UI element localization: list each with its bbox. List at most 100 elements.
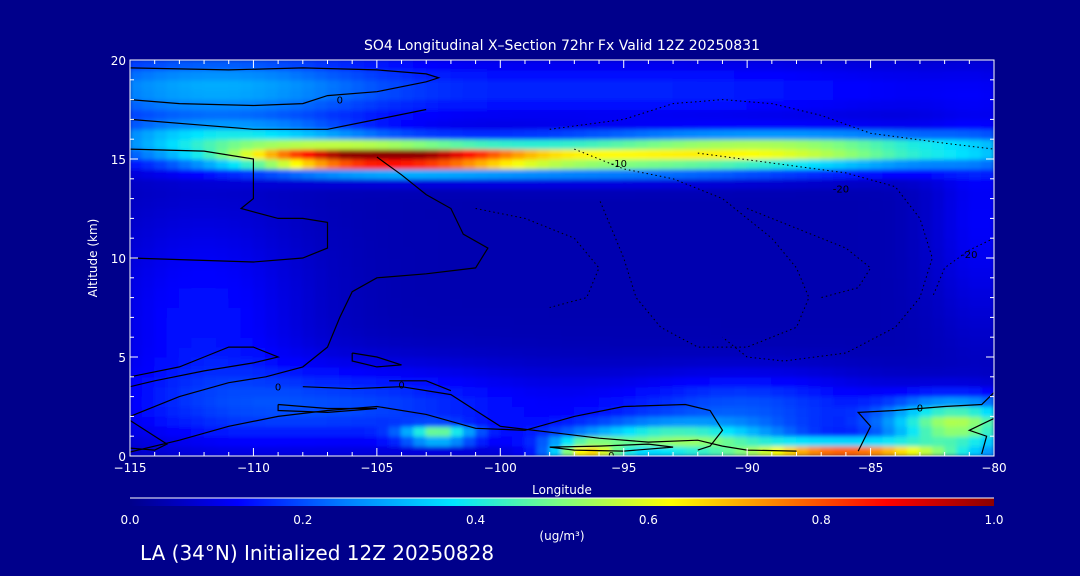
- heat-cell: [141, 346, 156, 358]
- heat-cell: [956, 208, 970, 219]
- heat-cell: [610, 208, 625, 219]
- heat-cell: [536, 257, 551, 269]
- heat-cell: [783, 307, 798, 318]
- heat-cell: [573, 277, 588, 289]
- heat-cell: [499, 99, 514, 110]
- heat-cell: [203, 346, 217, 358]
- heat-cell: [746, 208, 760, 219]
- heat-cell: [931, 247, 946, 259]
- heat-cell: [845, 277, 859, 289]
- heat-cell: [647, 366, 662, 378]
- heat-cell: [475, 257, 489, 269]
- heat-cell: [326, 307, 341, 318]
- heat-cell: [944, 237, 958, 249]
- heat-cell: [191, 415, 205, 427]
- heat-cell: [573, 188, 588, 200]
- heat-cell: [388, 237, 403, 249]
- heat-cell: [277, 118, 291, 130]
- heat-cell: [598, 277, 612, 289]
- heat-cell: [931, 257, 946, 269]
- heat-cell: [141, 396, 156, 407]
- heat-cell: [635, 188, 649, 200]
- heat-cell: [277, 336, 291, 348]
- heat-cell: [314, 60, 328, 71]
- heat-cell: [376, 297, 390, 308]
- heat-cell: [610, 188, 625, 200]
- heat-cell: [796, 99, 810, 110]
- heat-cell: [487, 217, 501, 229]
- heat-cell: [771, 415, 785, 427]
- heat-cell: [277, 217, 291, 229]
- heat-cell: [672, 99, 686, 110]
- heat-cell: [154, 89, 168, 101]
- heat-cell: [425, 346, 440, 358]
- heat-cell: [450, 356, 464, 368]
- y-tick-label: 5: [118, 351, 126, 365]
- heat-cell: [647, 415, 662, 427]
- heat-cell: [166, 307, 180, 318]
- heat-cell: [425, 435, 440, 447]
- heat-cell: [178, 198, 193, 209]
- contour-line-18: [746, 208, 872, 299]
- heat-cell: [635, 287, 649, 299]
- heat-cell: [339, 326, 353, 338]
- heat-cell: [586, 99, 600, 110]
- heat-cell: [277, 307, 291, 318]
- heat-cell: [462, 386, 477, 398]
- heat-cell: [981, 99, 994, 110]
- heat-cell: [697, 128, 711, 140]
- heat-cell: [882, 168, 896, 180]
- heat-cell: [623, 415, 637, 427]
- heat-cell: [141, 445, 156, 456]
- heat-cell: [401, 435, 415, 447]
- heat-cell: [401, 336, 415, 348]
- heat-cell: [870, 79, 884, 91]
- heat-cell: [808, 257, 822, 269]
- heat-cell: [796, 415, 810, 427]
- heat-cell: [277, 89, 291, 101]
- heat-cell: [907, 356, 921, 368]
- heat-cell: [623, 148, 637, 160]
- heat-cell: [413, 406, 427, 417]
- heat-cell: [536, 99, 551, 110]
- heat-cell: [512, 128, 526, 140]
- heat-cell: [623, 356, 637, 368]
- heat-cell: [746, 99, 760, 110]
- heat-cell: [796, 208, 810, 219]
- heat-cell: [586, 109, 600, 120]
- heat-cell: [882, 227, 896, 239]
- heat-cell: [833, 336, 847, 348]
- heat-cell: [931, 89, 946, 101]
- heat-cell: [894, 247, 909, 259]
- heat-cell: [252, 376, 267, 388]
- heat-cell: [289, 158, 304, 170]
- heat-cell: [635, 227, 649, 239]
- heat-cell: [438, 336, 452, 348]
- heat-cell: [931, 198, 946, 209]
- heat-cell: [178, 366, 193, 378]
- heat-cell: [364, 435, 378, 447]
- heat-cell: [401, 227, 415, 239]
- heat-cell: [166, 277, 180, 289]
- heat-cell: [536, 386, 551, 398]
- heat-cell: [549, 277, 563, 289]
- heat-cell: [870, 326, 884, 338]
- heat-cell: [413, 148, 427, 160]
- heat-cell: [635, 237, 649, 249]
- heat-cell: [228, 267, 242, 279]
- heat-cell: [833, 396, 847, 407]
- heat-cell: [660, 79, 674, 91]
- heat-cell: [894, 118, 909, 130]
- heat-cell: [130, 99, 143, 110]
- heat-cell: [771, 307, 785, 318]
- heat-cell: [240, 425, 254, 437]
- heat-cell: [215, 445, 230, 456]
- heat-cell: [130, 277, 143, 289]
- heat-cell: [450, 168, 464, 180]
- heat-cell: [833, 267, 847, 279]
- heat-cell: [635, 79, 649, 91]
- heat-cell: [130, 198, 143, 209]
- heat-cell: [376, 227, 390, 239]
- heat-cell: [240, 326, 254, 338]
- heat-cell: [870, 227, 884, 239]
